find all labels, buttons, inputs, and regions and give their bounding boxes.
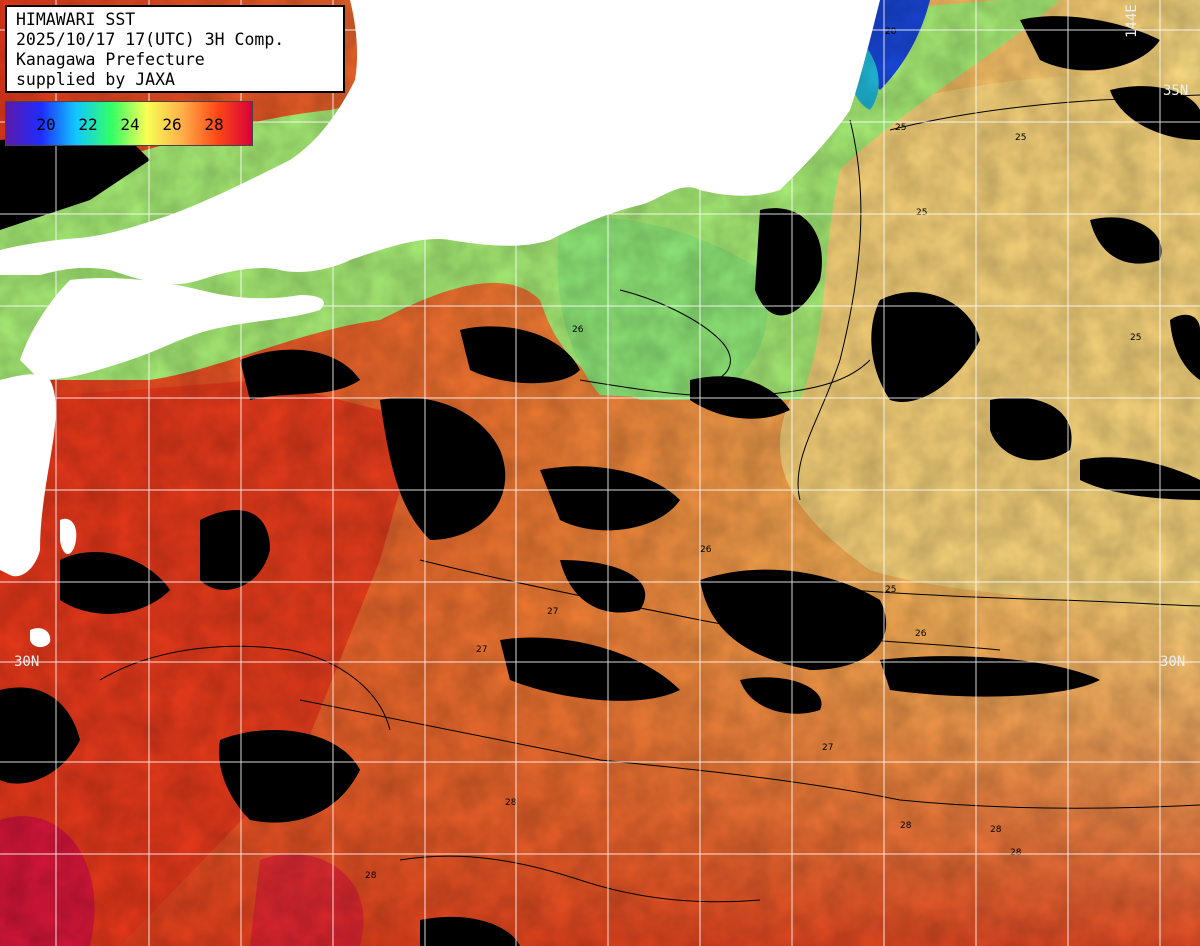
- contour-label: 25: [885, 585, 896, 595]
- contour-label: 28: [900, 821, 912, 831]
- cloud-patch: [1080, 457, 1200, 500]
- contour-label: 28: [505, 798, 517, 808]
- cloud-patch: [0, 687, 80, 784]
- cloud-patch: [880, 656, 1100, 697]
- contour-line: [299, 699, 1200, 809]
- contour-label: 26: [572, 325, 584, 335]
- contour-line: [797, 119, 862, 501]
- contour-label: 25: [916, 208, 927, 218]
- cloud-patch: [990, 397, 1072, 461]
- contour-label: 27: [590, 648, 601, 658]
- colorbar-tick-26: 26: [162, 115, 182, 134]
- contour-label: 27: [547, 607, 558, 617]
- lon-label-top: 144E: [1124, 4, 1140, 38]
- cloud-patch: [60, 551, 170, 614]
- shikoku: [20, 278, 324, 380]
- cloud-patch: [700, 569, 887, 670]
- kyushu: [0, 374, 56, 577]
- colorbar-tick-28: 28: [204, 115, 224, 134]
- cloud-patch: [1170, 314, 1200, 380]
- contour-label: 25: [895, 123, 906, 133]
- cloud-patch: [500, 637, 680, 701]
- cloud-patch: [240, 349, 360, 400]
- contour-line: [99, 645, 391, 731]
- contour-label: 26: [700, 545, 712, 555]
- contour-label: 27: [476, 645, 487, 655]
- lat-label-right: 30N: [1160, 654, 1186, 670]
- data-credit: supplied by JAXA: [16, 70, 175, 89]
- contour-label: 28: [365, 871, 377, 881]
- product-title: HIMAWARI SST: [16, 10, 136, 29]
- cloud-patch: [740, 677, 822, 714]
- contour-label: 28: [990, 825, 1002, 835]
- cloud-patch: [540, 466, 680, 531]
- contour-label: 20: [885, 27, 897, 37]
- contour-line: [889, 94, 1200, 131]
- cloud-patch: [380, 397, 506, 540]
- lat-label-top-right: 35N: [1163, 83, 1189, 99]
- honshu: [0, 0, 880, 285]
- cloud-patch: [1090, 217, 1162, 264]
- cloud-patch: [690, 376, 790, 419]
- colorbar-tick-22: 22: [78, 115, 98, 134]
- contour-line: [619, 289, 731, 386]
- lat-label-left: 30N: [14, 654, 40, 670]
- contour-label: 25: [1015, 133, 1026, 143]
- colorbar-tick-20: 20: [36, 115, 56, 134]
- small-island: [60, 518, 77, 555]
- temperature-colorbar: 20 22 24 26 28: [5, 101, 253, 146]
- colorbar-tick-24: 24: [120, 115, 140, 134]
- map-info-box: HIMAWARI SST 2025/10/17 17(UTC) 3H Comp. K…: [5, 5, 345, 93]
- cloud-patch: [1110, 86, 1200, 140]
- contour-label: 28: [1010, 848, 1022, 858]
- cloud-patch: [460, 326, 580, 384]
- region-name: Kanagawa Prefecture: [16, 50, 205, 69]
- cloud-patch: [755, 208, 822, 316]
- contour-label: 25: [1130, 333, 1141, 343]
- observation-time: 2025/10/17 17(UTC) 3H Comp.: [16, 30, 285, 49]
- contour-line: [399, 855, 761, 903]
- contour-label: 26: [915, 629, 927, 639]
- small-island: [30, 628, 51, 648]
- cloud-patch: [200, 510, 270, 590]
- cloud-patch: [0, 130, 150, 230]
- contour-label: 27: [822, 743, 833, 753]
- cloud-patch: [871, 292, 980, 402]
- cloud-patch: [420, 916, 520, 946]
- contour-line: [849, 589, 1200, 607]
- contour-line: [579, 359, 871, 397]
- cloud-patch: [219, 730, 360, 823]
- cloud-patch: [560, 560, 646, 613]
